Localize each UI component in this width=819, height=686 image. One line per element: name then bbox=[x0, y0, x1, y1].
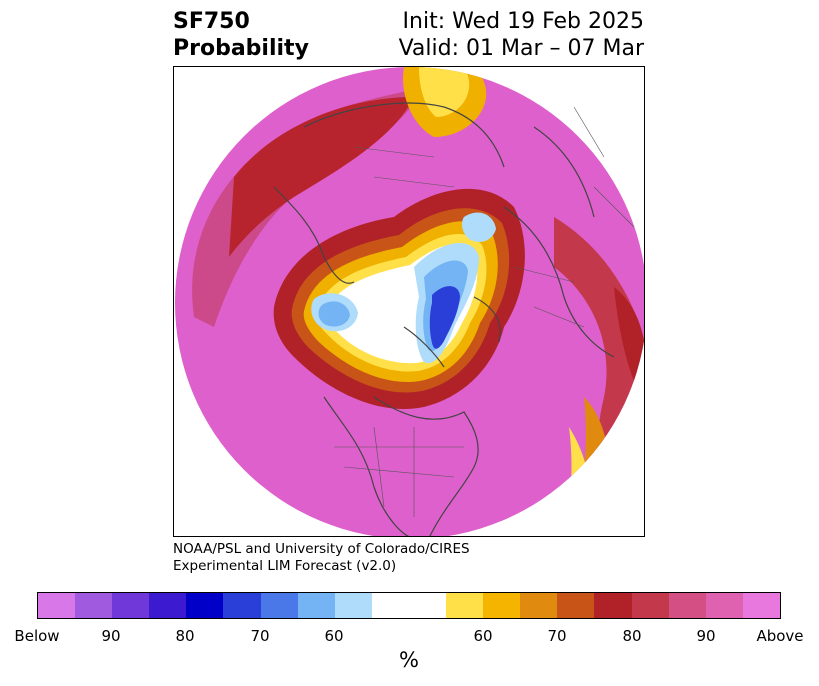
colorbar-segment bbox=[297, 593, 335, 618]
colorbar-tick-label: 70 bbox=[250, 627, 270, 645]
colorbar-segment bbox=[75, 593, 113, 618]
map-title-right: Init: Wed 19 Feb 2025 Valid: 01 Mar – 07… bbox=[399, 8, 644, 62]
map-svg bbox=[175, 67, 644, 536]
colorbar-segment bbox=[742, 593, 780, 618]
colorbar-tick-label: 80 bbox=[175, 627, 195, 645]
colorbar-tick-label: 90 bbox=[696, 627, 716, 645]
colorbar-tick-label: 70 bbox=[547, 627, 567, 645]
colorbar-segment bbox=[371, 593, 409, 618]
polar-map bbox=[173, 66, 645, 537]
colorbar bbox=[37, 592, 781, 619]
coastlines bbox=[273, 102, 615, 536]
colorbar-tick-label: 60 bbox=[324, 627, 344, 645]
colorbar-segment bbox=[186, 593, 224, 618]
colorbar-segment bbox=[408, 593, 447, 618]
init-date: Init: Wed 19 Feb 2025 bbox=[402, 9, 644, 34]
colorbar-tick-label: 90 bbox=[101, 627, 121, 645]
borders bbox=[334, 106, 635, 517]
colorbar-tick-label: 60 bbox=[473, 627, 493, 645]
colorbar-tick-label: Below bbox=[14, 627, 60, 645]
colorbar-segment bbox=[483, 593, 521, 618]
colorbar-segment bbox=[38, 593, 76, 618]
colorbar-segment bbox=[557, 593, 595, 618]
credit-text: NOAA/PSL and University of Colorado/CIRE… bbox=[173, 541, 470, 575]
colorbar-segment bbox=[223, 593, 261, 618]
colorbar-segment bbox=[446, 593, 484, 618]
valid-range: Valid: 01 Mar – 07 Mar bbox=[398, 36, 644, 61]
map-title-left: SF750 Probability bbox=[173, 8, 309, 62]
colorbar-segment bbox=[112, 593, 150, 618]
colorbar-segment bbox=[260, 593, 298, 618]
colorbar-unit: % bbox=[399, 648, 419, 672]
credit-line-1: NOAA/PSL and University of Colorado/CIRE… bbox=[173, 541, 470, 557]
colorbar-tick-label: Above bbox=[756, 627, 804, 645]
credit-line-2: Experimental LIM Forecast (v2.0) bbox=[173, 558, 397, 574]
variable-name: SF750 bbox=[173, 9, 250, 34]
colorbar-segment bbox=[334, 593, 372, 618]
probability-field bbox=[175, 67, 644, 536]
colorbar-segment bbox=[594, 593, 632, 618]
colorbar-segment bbox=[631, 593, 669, 618]
colorbar-segment bbox=[149, 593, 187, 618]
colorbar-segment bbox=[668, 593, 706, 618]
colorbar-segment bbox=[705, 593, 743, 618]
product-type: Probability bbox=[173, 36, 309, 61]
colorbar-segment bbox=[520, 593, 558, 618]
colorbar-tick-label: 80 bbox=[622, 627, 642, 645]
